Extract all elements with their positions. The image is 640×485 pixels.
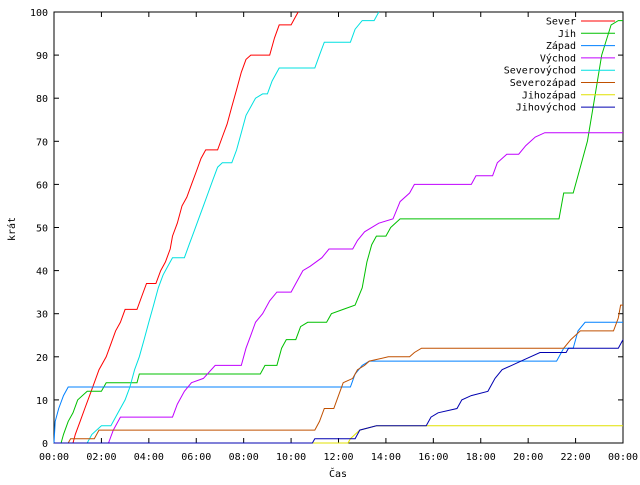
legend-label: Jih (558, 29, 576, 40)
series-line-4 (54, 132, 623, 444)
legend-label: Východ (540, 52, 576, 64)
y-tick-label: 100 (30, 8, 48, 19)
x-tick-label: 10:00 (276, 452, 306, 463)
y-tick-label: 30 (36, 310, 48, 321)
y-tick-label: 0 (42, 439, 48, 450)
x-tick-label: 04:00 (134, 452, 164, 463)
x-tick-label: 22:00 (561, 452, 591, 463)
series-line-6 (54, 304, 623, 444)
x-tick-label: 00:00 (608, 452, 638, 463)
y-axis-label: krát (6, 217, 18, 241)
y-tick-label: 10 (36, 396, 48, 407)
series-line-1 (54, 11, 299, 444)
x-tick-label: 02:00 (86, 452, 116, 463)
x-tick-label: 18:00 (466, 452, 496, 463)
x-axis: 00:00 02:00 04:00 06:00 08:00 10:00 12:00 14:00… (39, 12, 638, 463)
y-tick-label: 40 (36, 267, 48, 278)
x-tick-label: 20:00 (513, 452, 543, 463)
y-tick-label: 20 (36, 353, 48, 364)
x-tick-label: 12:00 (323, 452, 353, 463)
series-line-2 (54, 20, 623, 444)
legend-label: Severovýchod (504, 65, 576, 77)
series-line-8 (54, 339, 624, 444)
x-tick-label: 00:00 (39, 452, 69, 463)
y-tick-label: 50 (36, 224, 48, 235)
y-tick-label: 70 (36, 137, 48, 148)
series-line-5 (54, 11, 380, 444)
x-axis-label: Čas (329, 467, 347, 480)
legend: SeverJihZápadVýchodSeverovýchodSeverozáp… (504, 17, 615, 114)
y-axis: 0 10 20 30 40 50 60 70 80 90 100 (30, 8, 623, 450)
y-tick-label: 90 (36, 51, 48, 62)
y-tick-label: 80 (36, 94, 48, 105)
legend-label: Sever (546, 17, 576, 28)
x-tick-label: 14:00 (371, 452, 401, 463)
y-tick-label: 60 (36, 180, 48, 191)
legend-label: Jihovýchod (516, 102, 576, 114)
series-layer (53, 11, 624, 444)
x-tick-label: 16:00 (418, 452, 448, 463)
legend-label: Západ (546, 40, 576, 52)
legend-label: Jihozápad (522, 89, 576, 101)
series-line-3 (53, 321, 623, 444)
legend-label: Severozápad (510, 77, 576, 89)
x-tick-label: 08:00 (229, 452, 259, 463)
x-tick-label: 06:00 (181, 452, 211, 463)
